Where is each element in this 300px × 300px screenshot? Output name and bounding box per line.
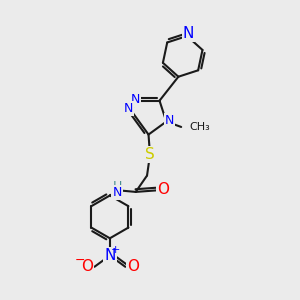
Text: −: − xyxy=(74,254,85,267)
Text: N: N xyxy=(165,114,174,127)
Text: N: N xyxy=(104,248,116,263)
Text: S: S xyxy=(145,147,155,162)
Text: N: N xyxy=(112,186,122,199)
Text: O: O xyxy=(127,259,139,274)
Text: O: O xyxy=(158,182,169,197)
Text: N: N xyxy=(183,26,194,40)
Text: +: + xyxy=(110,244,120,255)
Text: CH₃: CH₃ xyxy=(190,122,210,132)
Text: O: O xyxy=(81,259,93,274)
Text: N: N xyxy=(124,102,133,115)
Text: N: N xyxy=(130,93,140,106)
Text: H: H xyxy=(112,180,122,194)
